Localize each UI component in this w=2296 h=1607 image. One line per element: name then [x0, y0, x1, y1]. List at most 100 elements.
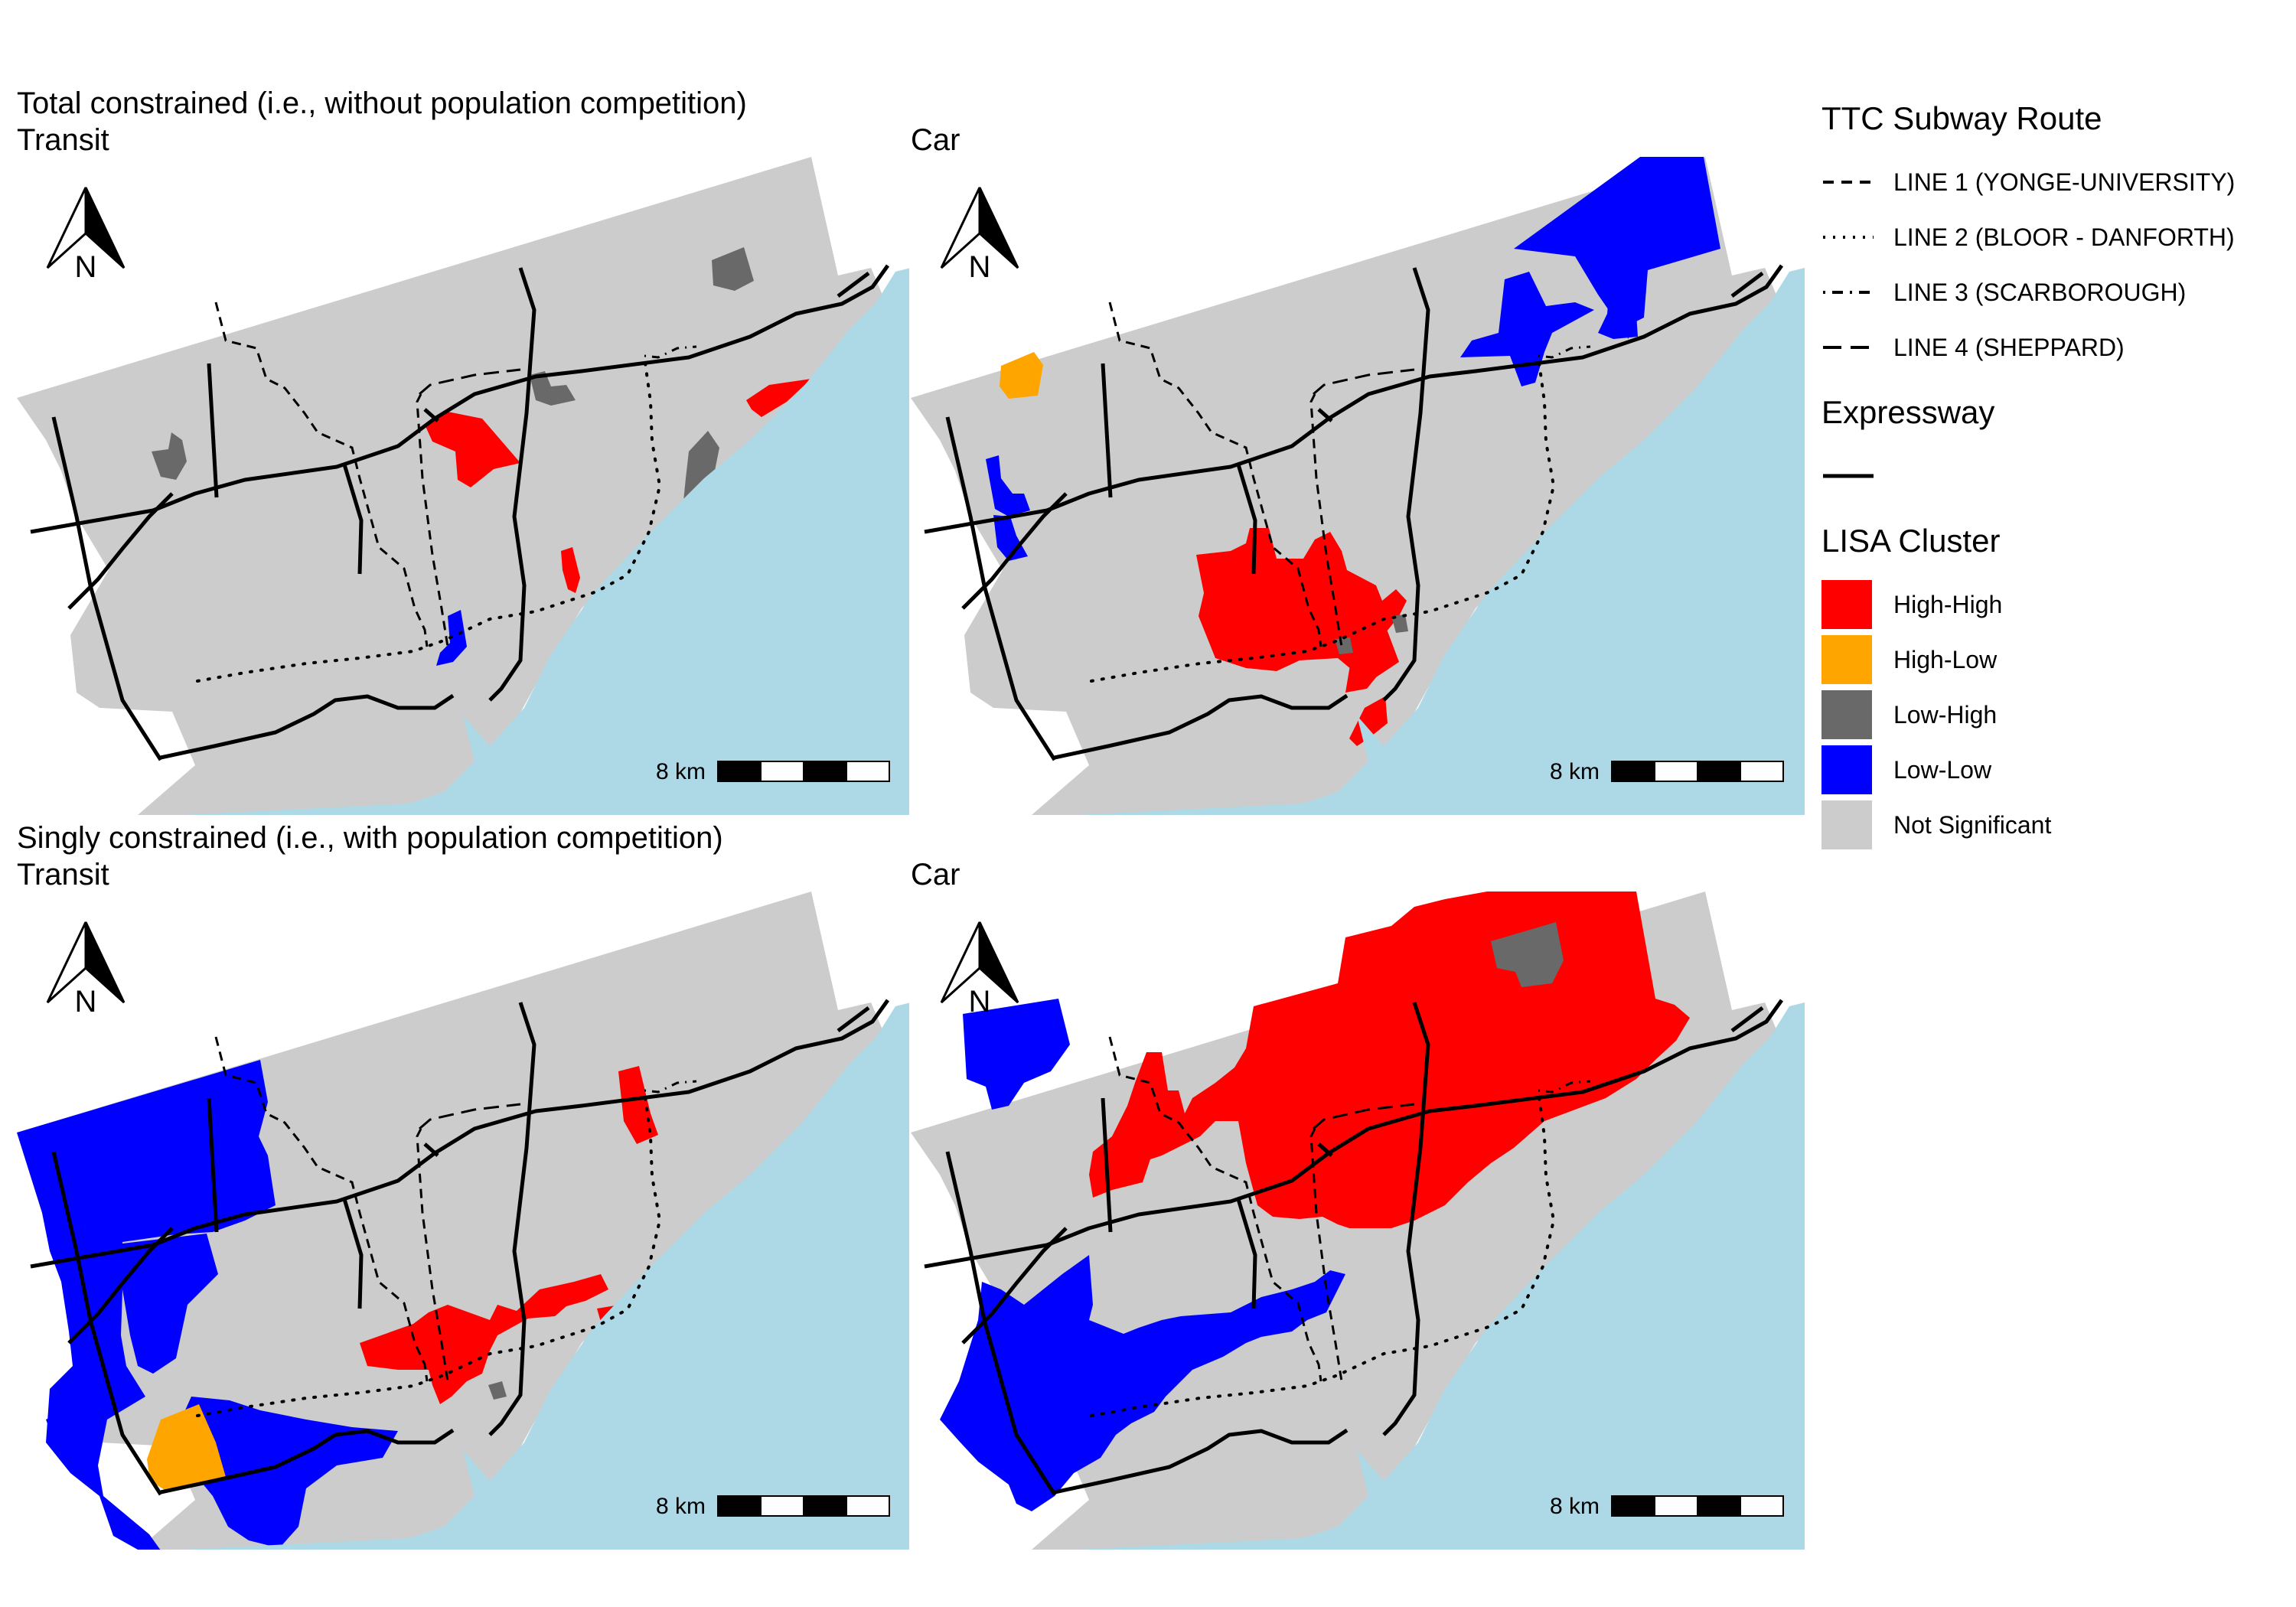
expressway-line: [1382, 267, 1430, 702]
expressway-line: [1054, 693, 1349, 760]
expressway-line: [1730, 1006, 1764, 1032]
lisa-cluster-low-high: [488, 1381, 507, 1400]
legend-label-low-high: Low-High: [1893, 700, 1998, 729]
map-panel-total-transit: N 8 km: [15, 157, 911, 815]
land-area: [17, 157, 884, 815]
legend-label-low-low: Low-Low: [1893, 755, 1992, 784]
subway-line-1: [214, 1036, 429, 1382]
legend-label-line3: LINE 3 (SCARBOROUGH): [1893, 278, 2187, 306]
lake-water: [1078, 268, 1805, 815]
expressway-line: [67, 1227, 174, 1345]
north-label: N: [75, 250, 97, 284]
expressway-line: [423, 408, 439, 422]
legend-item-line2: LINE 2 (BLOOR - DANFORTH): [1821, 210, 2281, 265]
expressway-line: [67, 492, 174, 610]
legend-item-low-high: Low-High: [1821, 687, 2281, 742]
subway-line-4: [1313, 368, 1415, 396]
expressway-line: [51, 1151, 163, 1496]
lisa-cluster-high-low: [147, 1404, 226, 1492]
high-high-swatch: [1821, 580, 1872, 629]
lisa-cluster-low-low: [1460, 272, 1594, 386]
panel-title-singly-car: Car: [911, 858, 960, 892]
legend-label-not-significant: Not Significant: [1893, 810, 2052, 839]
lisa-cluster-low-high: [1491, 922, 1564, 987]
legend-item-low-low: Low-Low: [1821, 742, 2281, 797]
lisa-cluster-high-high: [618, 1066, 658, 1144]
expressway-line: [945, 416, 1057, 761]
expressway-line: [837, 1006, 870, 1032]
panel-title-total-transit: Transit: [17, 123, 109, 157]
subway-line-1: [1309, 1128, 1343, 1382]
lake-water: [1078, 1002, 1805, 1550]
legend-item-line3: LINE 3 (SCARBOROUGH): [1821, 265, 2281, 320]
lisa-cluster-low-low: [986, 455, 1030, 517]
expressway-line: [207, 363, 219, 498]
map-canvas: N 8 km: [909, 892, 1805, 1550]
legend-label-line1: LINE 1 (YONGE-UNIVERSITY): [1893, 168, 2236, 196]
lisa-cluster-low-low: [1514, 157, 1720, 339]
subway-line-1: [416, 1128, 449, 1382]
land-area: [17, 892, 884, 1550]
subway-line-2: [1090, 1090, 1556, 1417]
lisa-cluster-high-high: [746, 379, 811, 417]
section-title-total: Total constrained (i.e., without populat…: [17, 86, 747, 120]
lisa-cluster-low-low: [993, 515, 1028, 561]
lisa-cluster-high-high: [1349, 696, 1388, 746]
lisa-cluster-high-high: [561, 547, 580, 593]
lisa-cluster-low-low: [46, 1412, 73, 1458]
expressway-line: [945, 1151, 1057, 1496]
low-high-swatch: [1821, 690, 1872, 739]
legend-subway-title: TTC Subway Route: [1821, 100, 2102, 136]
legend-label-high-low: High-Low: [1893, 645, 1998, 673]
expressway-line: [423, 1143, 439, 1157]
dashed-line-icon: [1821, 158, 1875, 207]
map-panel-total-car: N 8 km: [909, 157, 1805, 815]
expressway-line: [1730, 272, 1764, 298]
legend-item-line4: LINE 4 (SHEPPARD): [1821, 320, 2281, 375]
scale-bar-label: 8 km: [656, 759, 706, 784]
legend: TTC Subway Route LINE 1 (YONGE-UNIVERSIT…: [1821, 99, 2281, 871]
lisa-cluster-low-low: [17, 1060, 276, 1550]
scale-bar-label: 8 km: [1550, 759, 1600, 784]
expressway-line: [1317, 1143, 1333, 1157]
north-label: N: [75, 985, 97, 1019]
expressway-line: [924, 264, 1784, 534]
lisa-cluster-low-high: [712, 247, 754, 291]
map-panel-singly-car: N 8 km: [909, 892, 1805, 1550]
lisa-cluster-high-high: [360, 1274, 608, 1404]
expressway-line: [30, 264, 890, 534]
north-label: N: [969, 250, 991, 284]
map-canvas: N 8 km: [15, 157, 911, 815]
scale-bar: [717, 761, 890, 782]
north-arrow-icon: [940, 921, 1019, 1004]
not-significant-swatch: [1821, 800, 1872, 849]
legend-label-line2: LINE 2 (BLOOR - DANFORTH): [1893, 223, 2235, 251]
dotted-line-icon: [1821, 213, 1875, 262]
expressway-line: [342, 464, 364, 575]
subway-line-1: [1309, 393, 1343, 647]
expressway-line: [1317, 408, 1333, 422]
legend-expressway-title: Expressway: [1821, 394, 1995, 430]
subway-line-4: [1313, 1103, 1415, 1130]
legend-label-line4: LINE 4 (SHEPPARD): [1893, 333, 2125, 361]
expressway-line: [1236, 1198, 1257, 1309]
low-low-swatch: [1821, 745, 1872, 794]
subway-line-1: [416, 393, 449, 647]
lisa-cluster-high-low: [1000, 352, 1043, 399]
legend-subway: TTC Subway Route LINE 1 (YONGE-UNIVERSIT…: [1821, 99, 2281, 375]
scale-bar-label: 8 km: [1550, 1494, 1600, 1519]
legend-expressway: Expressway: [1821, 393, 2281, 504]
expressway-line: [488, 267, 536, 702]
lisa-cluster-low-high: [1391, 614, 1408, 633]
subway-line-2: [1090, 356, 1556, 683]
legend-item-high-low: High-Low: [1821, 632, 2281, 687]
expressway-line: [30, 999, 890, 1269]
subway-line-1: [1108, 1036, 1322, 1382]
expressway-line: [1054, 1428, 1349, 1495]
legend-item-high-high: High-High: [1821, 577, 2281, 632]
expressway-line: [961, 1227, 1068, 1345]
solid-line-icon: [1821, 451, 1875, 500]
lisa-cluster-high-high: [1196, 528, 1407, 677]
legend-item-expressway: [1821, 448, 2281, 504]
map-canvas: N 8 km: [909, 157, 1805, 815]
